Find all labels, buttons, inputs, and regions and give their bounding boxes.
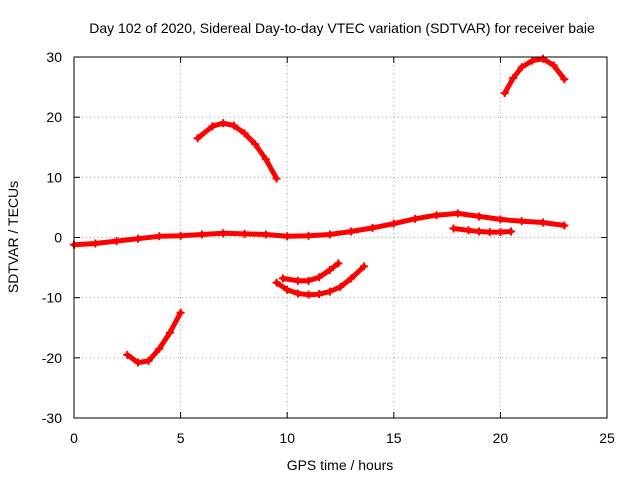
- ticks: 0 5 10 15 20 25 -30 -20 -10 0 10 20 30: [42, 49, 615, 446]
- data-point: [496, 228, 505, 237]
- data-point: [165, 328, 174, 337]
- data-point: [261, 230, 270, 239]
- data-point: [325, 265, 334, 274]
- series-arc-midday-lower: [272, 262, 368, 299]
- data-point: [389, 219, 398, 228]
- chart-title: Day 102 of 2020, Sidereal Day-to-day VTE…: [89, 20, 595, 36]
- data-point: [197, 230, 206, 239]
- data-point: [315, 290, 324, 299]
- series-arc-early-morning: [123, 308, 185, 367]
- data-point: [509, 74, 518, 83]
- series-arc-baseline: [70, 209, 569, 249]
- data-point: [517, 217, 526, 226]
- data-point: [283, 285, 292, 294]
- data-point: [208, 122, 217, 131]
- data-point: [229, 121, 238, 130]
- data-point: [219, 229, 228, 238]
- data-point: [293, 276, 302, 285]
- data-point: [240, 129, 249, 138]
- x-axis-label: GPS time / hours: [287, 457, 394, 473]
- y-tick-label: -10: [42, 290, 62, 306]
- x-tick-label: 15: [386, 430, 402, 446]
- data-point: [176, 231, 185, 240]
- data-point: [144, 356, 153, 365]
- data-point: [560, 221, 569, 230]
- data-point: [272, 278, 281, 287]
- data-point: [347, 274, 356, 283]
- data-point: [336, 282, 345, 291]
- data-point: [123, 350, 132, 359]
- data-point: [91, 239, 100, 248]
- data-point: [411, 214, 420, 223]
- data-point: [359, 262, 368, 271]
- data-point: [304, 290, 313, 299]
- y-tick-label: -20: [42, 350, 62, 366]
- data-point: [219, 119, 228, 128]
- data-point: [485, 228, 494, 237]
- y-axis-label: SDTVAR / TECUs: [5, 181, 21, 293]
- data-point: [475, 227, 484, 236]
- data-point: [283, 232, 292, 241]
- data-point: [133, 358, 142, 367]
- data-point: [193, 134, 202, 143]
- data-point: [278, 274, 287, 283]
- data-point: [507, 227, 516, 236]
- series-arc-evening-high: [500, 54, 569, 98]
- data-point: [315, 273, 324, 282]
- data-point: [325, 287, 334, 296]
- data-point: [453, 209, 462, 218]
- series-arc-morning-high: [193, 119, 281, 183]
- data-point: [155, 344, 164, 353]
- data-point: [304, 231, 313, 240]
- data-point: [325, 230, 334, 239]
- data-point: [475, 212, 484, 221]
- data-point: [449, 224, 458, 233]
- data-point: [304, 276, 313, 285]
- series-line: [71, 210, 567, 248]
- y-tick-label: 30: [46, 49, 62, 65]
- data-point: [549, 61, 558, 70]
- data-point: [176, 308, 185, 317]
- y-tick-label: 20: [46, 109, 62, 125]
- data-point: [347, 227, 356, 236]
- data-point: [133, 234, 142, 243]
- data-point: [539, 54, 548, 63]
- data-point: [272, 174, 281, 183]
- data-point: [464, 226, 473, 235]
- series-arc-midday-upper: [278, 259, 343, 285]
- data-point: [112, 237, 121, 246]
- series-arc-evening-low: [449, 224, 516, 237]
- y-tick-label: -30: [42, 410, 62, 426]
- data-point: [517, 63, 526, 72]
- data-point: [500, 89, 509, 98]
- data-point: [334, 259, 343, 268]
- y-tick-label: 10: [46, 169, 62, 185]
- series-line: [195, 120, 279, 181]
- series-line: [124, 310, 184, 366]
- x-tick-label: 5: [177, 430, 185, 446]
- data-point: [560, 75, 569, 84]
- data-point: [528, 56, 537, 65]
- data-point: [432, 211, 441, 220]
- data-point: [261, 155, 270, 164]
- data-point: [155, 232, 164, 241]
- data-point: [293, 289, 302, 298]
- data-point: [496, 215, 505, 224]
- x-tick-label: 25: [599, 430, 615, 446]
- data-point: [251, 140, 260, 149]
- x-tick-label: 20: [493, 430, 509, 446]
- x-tick-label: 0: [70, 430, 78, 446]
- data-point: [240, 229, 249, 238]
- data-point: [368, 223, 377, 232]
- y-tick-label: 0: [54, 230, 62, 246]
- data-point: [539, 218, 548, 227]
- x-tick-label: 10: [279, 430, 295, 446]
- series-group: [70, 54, 569, 367]
